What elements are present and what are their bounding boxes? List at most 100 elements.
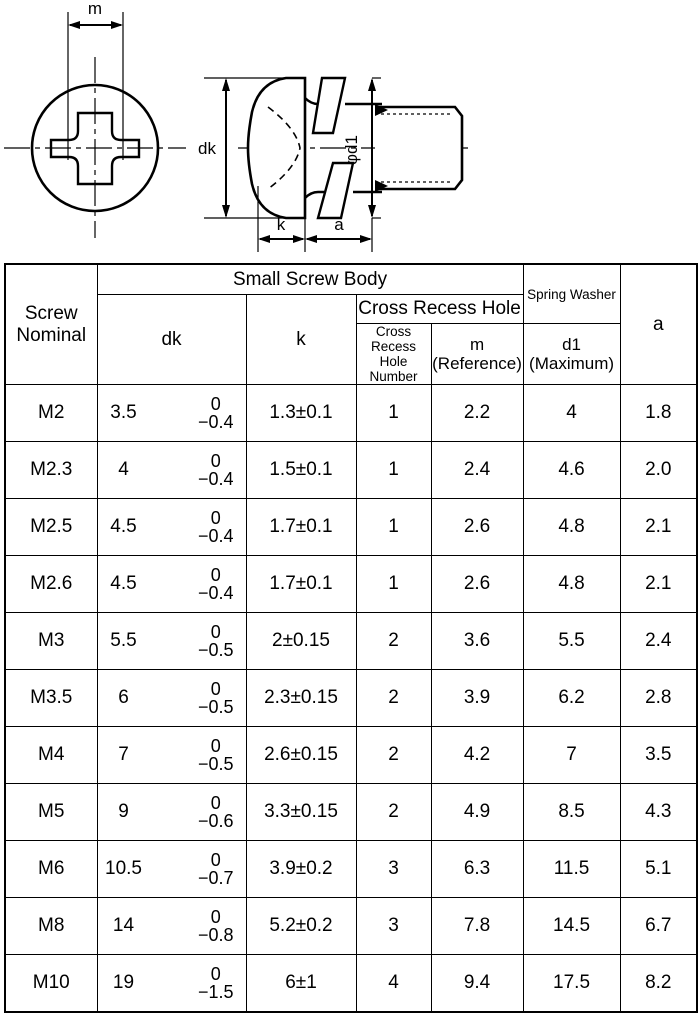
dk-arrow-bottom xyxy=(222,205,230,218)
dk-cell-layout: 10.5 0 −0.7 xyxy=(98,841,246,897)
header-screw-nominal-line2: Nominal xyxy=(16,324,87,346)
cell-a: 5.1 xyxy=(619,840,698,898)
cell-m: 9.4 xyxy=(430,954,524,1013)
dk-tolerance-lower: −0.4 xyxy=(197,469,234,489)
cell-cross-recess-hole-number: 3 xyxy=(355,897,432,955)
header-crh-line2: Hole Number xyxy=(369,354,418,384)
technical-drawing: m dk xyxy=(0,0,700,262)
header-dk: dk xyxy=(96,294,247,385)
cell-screw-nominal: M5 xyxy=(4,783,98,841)
header-row-2: dk k Cross Recess Hole xyxy=(5,294,697,385)
cell-k: 1.7±0.1 xyxy=(245,498,357,556)
cell-screw-nominal: M10 xyxy=(4,954,98,1013)
dk-tolerance-upper: 0 xyxy=(210,792,221,813)
m-arrow-left xyxy=(68,21,80,29)
dk-tolerance-stack: 0 −0.5 xyxy=(197,679,240,717)
cell-a: 6.7 xyxy=(619,897,698,955)
cell-dk: 5.5 0 −0.5 xyxy=(96,612,247,670)
dk-tolerance-lower: −0.5 xyxy=(197,754,234,774)
dk-cell-layout: 4.5 0 −0.4 xyxy=(98,499,246,555)
k-label: k xyxy=(277,215,286,234)
cell-d1: 5.5 xyxy=(522,612,621,670)
cell-m: 3.9 xyxy=(430,669,524,727)
header-k: k xyxy=(245,294,357,385)
cell-d1: 4.6 xyxy=(522,441,621,499)
dk-tolerance-stack: 0 −0.4 xyxy=(197,565,240,603)
cell-cross-recess-hole-number: 2 xyxy=(355,783,432,841)
cell-m: 4.9 xyxy=(430,783,524,841)
cell-m: 2.6 xyxy=(430,498,524,556)
cell-cross-recess-hole-number: 1 xyxy=(355,498,432,556)
cell-m: 2.4 xyxy=(430,441,524,499)
cell-a: 2.0 xyxy=(619,441,698,499)
dk-tolerance-lower: −0.5 xyxy=(197,640,234,660)
dk-nominal-value: 4.5 xyxy=(110,573,137,594)
cell-k: 3.3±0.15 xyxy=(245,783,357,841)
dk-cell-layout: 19 0 −1.5 xyxy=(98,955,246,1011)
cell-cross-recess-hole-number: 2 xyxy=(355,669,432,727)
dk-nominal-value: 7 xyxy=(118,744,129,765)
header-screw-nominal-line1: Screw xyxy=(24,302,78,324)
screw-drawing-svg: m dk xyxy=(4,0,468,252)
table-row: M2.3 4 0 −0.4 1.5±0.1 1 2.4 4.6 2.0 xyxy=(4,441,698,499)
header-a: a xyxy=(619,263,698,385)
cell-screw-nominal: M4 xyxy=(4,726,98,784)
table-row: M6 10.5 0 −0.7 3.9±0.2 3 6.3 11.5 5.1 xyxy=(4,840,698,898)
cell-d1: 4 xyxy=(522,384,621,442)
cell-cross-recess-hole-number: 2 xyxy=(355,726,432,784)
dk-tolerance-lower: −0.4 xyxy=(197,583,234,603)
dk-cell-layout: 4.5 0 −0.4 xyxy=(98,556,246,612)
cell-cross-recess-hole-number: 4 xyxy=(355,954,432,1013)
cell-dk: 4.5 0 −0.4 xyxy=(96,555,247,613)
header-d1-line2: (Maximum) xyxy=(529,354,615,373)
dk-nominal-value: 4 xyxy=(118,459,129,480)
header-screw-nominal: Screw Nominal xyxy=(4,263,98,385)
d1-arrow-bottom xyxy=(368,205,376,218)
dk-cell-layout: 14 0 −0.8 xyxy=(98,898,246,954)
dk-tolerance-lower: −0.5 xyxy=(197,697,234,717)
cell-k: 2.6±0.15 xyxy=(245,726,357,784)
header-m-line2: (Reference) xyxy=(432,354,522,373)
dk-tolerance-upper: 0 xyxy=(210,849,221,870)
dk-nominal-value: 9 xyxy=(118,801,129,822)
cell-k: 2.3±0.15 xyxy=(245,669,357,727)
m-arrow-right xyxy=(111,21,123,29)
cell-m: 3.6 xyxy=(430,612,524,670)
cell-m: 6.3 xyxy=(430,840,524,898)
dk-tolerance-lower: −0.4 xyxy=(197,526,234,546)
dk-tolerance-stack: 0 −0.6 xyxy=(198,792,240,830)
dk-nominal-value: 3.5 xyxy=(110,402,137,423)
cell-dk: 7 0 −0.5 xyxy=(96,726,247,784)
dk-cell-layout: 4 0 −0.4 xyxy=(98,442,246,498)
cell-dk: 4 0 −0.4 xyxy=(96,441,247,499)
table-row: M3 5.5 0 −0.5 2±0.15 2 3.6 5.5 2.4 xyxy=(4,612,698,670)
cell-screw-nominal: M3.5 xyxy=(4,669,98,727)
dk-nominal-value: 6 xyxy=(118,687,129,708)
washer-fillet-bottom xyxy=(304,190,330,199)
cell-a: 2.4 xyxy=(619,612,698,670)
header-cross-recess-hole-number: Cross Recess Hole Number xyxy=(355,323,432,385)
cell-k: 5.2±0.2 xyxy=(245,897,357,955)
cell-screw-nominal: M8 xyxy=(4,897,98,955)
recess-hidden-line xyxy=(267,106,301,190)
cell-screw-nominal: M2.3 xyxy=(4,441,98,499)
header-small-screw-body: Small Screw Body xyxy=(96,263,524,295)
cell-d1: 11.5 xyxy=(522,840,621,898)
dk-tolerance-stack: 0 −0.5 xyxy=(197,622,240,660)
table-row: M2 3.5 0 −0.4 1.3±0.1 1 2.2 4 1.8 xyxy=(4,384,698,442)
dk-tolerance-stack: 0 −0.7 xyxy=(198,849,240,887)
cell-cross-recess-hole-number: 1 xyxy=(355,384,432,442)
cell-d1: 4.8 xyxy=(522,555,621,613)
dk-tolerance-stack: 0 −0.4 xyxy=(197,508,240,546)
table-row: M5 9 0 −0.6 3.3±0.15 2 4.9 8.5 4.3 xyxy=(4,783,698,841)
header-m-line1: m xyxy=(469,335,485,354)
cell-screw-nominal: M6 xyxy=(4,840,98,898)
dk-nominal-value: 14 xyxy=(112,915,135,936)
dk-nominal-value: 5.5 xyxy=(110,630,137,651)
side-view-group: dk xyxy=(198,76,468,252)
cell-a: 2.1 xyxy=(619,498,698,556)
cell-a: 2.8 xyxy=(619,669,698,727)
header-cross-recess-hole: Cross Recess Hole xyxy=(355,294,524,324)
dk-tolerance-upper: 0 xyxy=(210,735,221,756)
cell-d1: 6.2 xyxy=(522,669,621,727)
